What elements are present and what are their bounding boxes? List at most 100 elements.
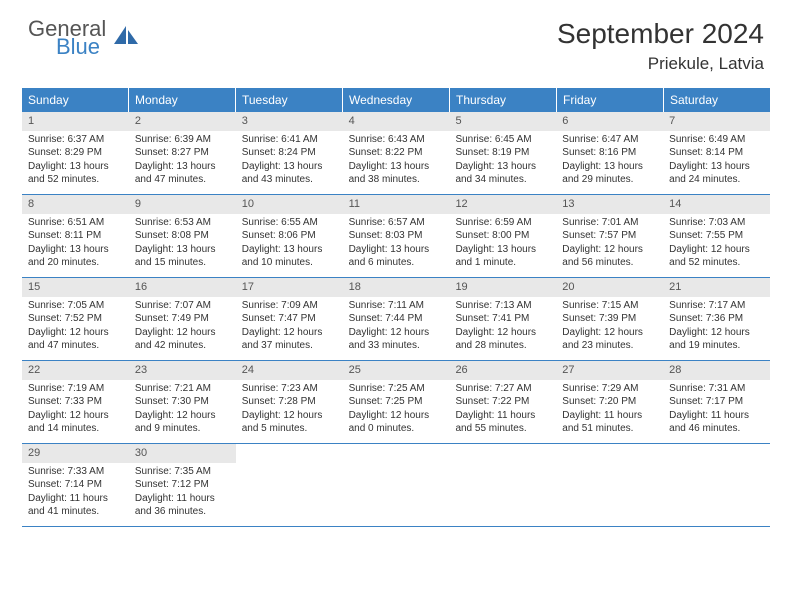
day-cell: 1Sunrise: 6:37 AMSunset: 8:29 PMDaylight… bbox=[22, 112, 129, 194]
sunset-text: Sunset: 7:17 PM bbox=[669, 395, 764, 409]
day-number: 9 bbox=[129, 195, 236, 214]
day-body: Sunrise: 6:51 AMSunset: 8:11 PMDaylight:… bbox=[22, 216, 129, 274]
day-number: 2 bbox=[129, 112, 236, 131]
sunset-text: Sunset: 7:20 PM bbox=[562, 395, 657, 409]
sunset-text: Sunset: 7:49 PM bbox=[135, 312, 230, 326]
day-number: 6 bbox=[556, 112, 663, 131]
sunset-text: Sunset: 8:24 PM bbox=[242, 146, 337, 160]
day-body: Sunrise: 6:43 AMSunset: 8:22 PMDaylight:… bbox=[343, 133, 450, 191]
day-body: Sunrise: 7:15 AMSunset: 7:39 PMDaylight:… bbox=[556, 299, 663, 357]
day-body: Sunrise: 6:47 AMSunset: 8:16 PMDaylight:… bbox=[556, 133, 663, 191]
day-number: 5 bbox=[449, 112, 556, 131]
day-body: Sunrise: 6:53 AMSunset: 8:08 PMDaylight:… bbox=[129, 216, 236, 274]
day-cell: 30Sunrise: 7:35 AMSunset: 7:12 PMDayligh… bbox=[129, 444, 236, 526]
sunset-text: Sunset: 8:08 PM bbox=[135, 229, 230, 243]
day-number: 10 bbox=[236, 195, 343, 214]
week-row: 22Sunrise: 7:19 AMSunset: 7:33 PMDayligh… bbox=[22, 361, 770, 444]
sunrise-text: Sunrise: 7:29 AM bbox=[562, 382, 657, 396]
day-cell: 2 Sunrise: 6:39 AMSunset: 8:27 PMDaylight… bbox=[129, 112, 236, 194]
sunrise-text: Sunrise: 7:13 AM bbox=[455, 299, 550, 313]
week-row: 1Sunrise: 6:37 AMSunset: 8:29 PMDaylight… bbox=[22, 112, 770, 195]
day-number: 24 bbox=[236, 361, 343, 380]
day-number: 25 bbox=[343, 361, 450, 380]
day-number: 17 bbox=[236, 278, 343, 297]
daylight-text: Daylight: 12 hours and 14 minutes. bbox=[28, 409, 123, 436]
day-cell: 6 Sunrise: 6:47 AMSunset: 8:16 PMDaylight… bbox=[556, 112, 663, 194]
day-number: 29 bbox=[22, 444, 129, 463]
sunrise-text: Sunrise: 7:23 AM bbox=[242, 382, 337, 396]
sunrise-text: Sunrise: 7:35 AM bbox=[135, 465, 230, 479]
day-body: Sunrise: 6:39 AMSunset: 8:27 PMDaylight:… bbox=[129, 133, 236, 191]
day-cell: 19Sunrise: 7:13 AMSunset: 7:41 PMDayligh… bbox=[449, 278, 556, 360]
day-cell: 9 Sunrise: 6:53 AMSunset: 8:08 PMDaylight… bbox=[129, 195, 236, 277]
sunrise-text: Sunrise: 6:49 AM bbox=[669, 133, 764, 147]
sunrise-text: Sunrise: 7:01 AM bbox=[562, 216, 657, 230]
day-body: Sunrise: 7:21 AMSunset: 7:30 PMDaylight:… bbox=[129, 382, 236, 440]
day-cell: 18Sunrise: 7:11 AMSunset: 7:44 PMDayligh… bbox=[343, 278, 450, 360]
sunset-text: Sunset: 7:55 PM bbox=[669, 229, 764, 243]
sunset-text: Sunset: 7:44 PM bbox=[349, 312, 444, 326]
daylight-text: Daylight: 13 hours and 43 minutes. bbox=[242, 160, 337, 187]
day-body: Sunrise: 6:37 AMSunset: 8:29 PMDaylight:… bbox=[22, 133, 129, 191]
weekday-header: Wednesday bbox=[343, 88, 450, 112]
weekday-header: Friday bbox=[557, 88, 664, 112]
day-body: Sunrise: 7:23 AMSunset: 7:28 PMDaylight:… bbox=[236, 382, 343, 440]
day-body: Sunrise: 7:01 AMSunset: 7:57 PMDaylight:… bbox=[556, 216, 663, 274]
sunrise-text: Sunrise: 7:03 AM bbox=[669, 216, 764, 230]
sunrise-text: Sunrise: 6:43 AM bbox=[349, 133, 444, 147]
day-body: Sunrise: 7:35 AMSunset: 7:12 PMDaylight:… bbox=[129, 465, 236, 523]
sunrise-text: Sunrise: 7:15 AM bbox=[562, 299, 657, 313]
sunset-text: Sunset: 7:52 PM bbox=[28, 312, 123, 326]
daylight-text: Daylight: 12 hours and 47 minutes. bbox=[28, 326, 123, 353]
day-cell bbox=[449, 444, 556, 526]
location-label: Priekule, Latvia bbox=[557, 54, 764, 74]
day-number: 27 bbox=[556, 361, 663, 380]
daylight-text: Daylight: 12 hours and 37 minutes. bbox=[242, 326, 337, 353]
sunrise-text: Sunrise: 6:59 AM bbox=[455, 216, 550, 230]
sunset-text: Sunset: 7:14 PM bbox=[28, 478, 123, 492]
calendar-grid: SundayMondayTuesdayWednesdayThursdayFrid… bbox=[22, 88, 770, 527]
daylight-text: Daylight: 13 hours and 34 minutes. bbox=[455, 160, 550, 187]
daylight-text: Daylight: 12 hours and 5 minutes. bbox=[242, 409, 337, 436]
sunset-text: Sunset: 7:41 PM bbox=[455, 312, 550, 326]
sunrise-text: Sunrise: 6:45 AM bbox=[455, 133, 550, 147]
day-cell: 10Sunrise: 6:55 AMSunset: 8:06 PMDayligh… bbox=[236, 195, 343, 277]
day-body: Sunrise: 6:41 AMSunset: 8:24 PMDaylight:… bbox=[236, 133, 343, 191]
daylight-text: Daylight: 11 hours and 46 minutes. bbox=[669, 409, 764, 436]
title-block: September 2024 Priekule, Latvia bbox=[557, 18, 764, 74]
sunset-text: Sunset: 8:11 PM bbox=[28, 229, 123, 243]
day-cell: 21Sunrise: 7:17 AMSunset: 7:36 PMDayligh… bbox=[663, 278, 770, 360]
day-cell: 24 Sunrise: 7:23 AMSunset: 7:28 PMDayligh… bbox=[236, 361, 343, 443]
daylight-text: Daylight: 12 hours and 9 minutes. bbox=[135, 409, 230, 436]
brand-line2: Blue bbox=[56, 36, 106, 58]
daylight-text: Daylight: 13 hours and 20 minutes. bbox=[28, 243, 123, 270]
day-number: 23 bbox=[129, 361, 236, 380]
month-title: September 2024 bbox=[557, 18, 764, 50]
sunset-text: Sunset: 8:19 PM bbox=[455, 146, 550, 160]
sunset-text: Sunset: 7:33 PM bbox=[28, 395, 123, 409]
day-cell: 3Sunrise: 6:41 AMSunset: 8:24 PMDaylight… bbox=[236, 112, 343, 194]
day-cell: 20Sunrise: 7:15 AMSunset: 7:39 PMDayligh… bbox=[556, 278, 663, 360]
daylight-text: Daylight: 12 hours and 33 minutes. bbox=[349, 326, 444, 353]
daylight-text: Daylight: 11 hours and 36 minutes. bbox=[135, 492, 230, 519]
day-cell: 26Sunrise: 7:27 AMSunset: 7:22 PMDayligh… bbox=[449, 361, 556, 443]
sunrise-text: Sunrise: 6:37 AM bbox=[28, 133, 123, 147]
brand-logo: General Blue bbox=[28, 18, 140, 58]
day-number: 8 bbox=[22, 195, 129, 214]
day-body: Sunrise: 7:31 AMSunset: 7:17 PMDaylight:… bbox=[663, 382, 770, 440]
sunrise-text: Sunrise: 6:53 AM bbox=[135, 216, 230, 230]
daylight-text: Daylight: 13 hours and 52 minutes. bbox=[28, 160, 123, 187]
sunrise-text: Sunrise: 7:25 AM bbox=[349, 382, 444, 396]
sunrise-text: Sunrise: 6:41 AM bbox=[242, 133, 337, 147]
daylight-text: Daylight: 12 hours and 28 minutes. bbox=[455, 326, 550, 353]
sail-icon bbox=[112, 24, 140, 53]
day-cell: 4Sunrise: 6:43 AMSunset: 8:22 PMDaylight… bbox=[343, 112, 450, 194]
sunrise-text: Sunrise: 6:39 AM bbox=[135, 133, 230, 147]
day-cell: 5 Sunrise: 6:45 AMSunset: 8:19 PMDaylight… bbox=[449, 112, 556, 194]
daylight-text: Daylight: 13 hours and 38 minutes. bbox=[349, 160, 444, 187]
day-body: Sunrise: 6:57 AMSunset: 8:03 PMDaylight:… bbox=[343, 216, 450, 274]
week-row: 15Sunrise: 7:05 AMSunset: 7:52 PMDayligh… bbox=[22, 278, 770, 361]
daylight-text: Daylight: 12 hours and 56 minutes. bbox=[562, 243, 657, 270]
day-cell bbox=[663, 444, 770, 526]
sunrise-text: Sunrise: 7:27 AM bbox=[455, 382, 550, 396]
